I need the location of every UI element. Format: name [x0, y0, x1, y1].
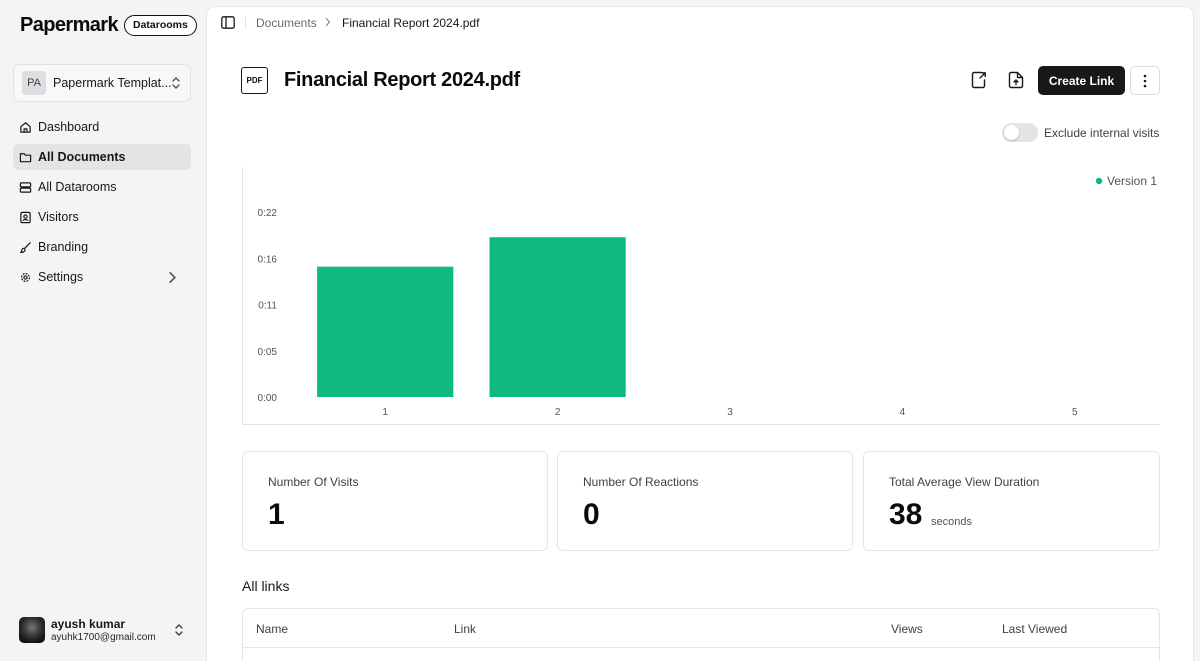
create-link-button[interactable]: Create Link: [1038, 66, 1125, 95]
view-duration-chart: 0:00 0:05 0:11 0:16 0:22 1 2 3 4 5 Version 1: [242, 167, 1160, 425]
more-vertical-icon: [1143, 74, 1147, 87]
bar-2: [489, 237, 626, 397]
legend-label: Version 1: [1107, 174, 1157, 188]
stat-label: Number Of Visits: [268, 475, 359, 489]
toggle-knob: [1004, 125, 1019, 140]
team-avatar: PA: [22, 71, 46, 95]
stat-label: Total Average View Duration: [889, 475, 1040, 489]
bar-1: [317, 266, 454, 397]
topbar-divider: [245, 16, 246, 29]
chevron-right-icon: [169, 271, 177, 284]
stat-value: 38: [889, 498, 923, 531]
main-panel: Documents Financial Report 2024.pdf PDF …: [206, 6, 1194, 661]
breadcrumb-documents[interactable]: Documents: [256, 16, 317, 30]
sidebar-item-visitors[interactable]: Visitors: [13, 204, 191, 230]
column-header-name[interactable]: Name: [256, 622, 289, 636]
user-menu[interactable]: ayush kumar ayuhk1700@gmail.com: [19, 616, 189, 644]
stat-card-reactions: Number Of Reactions 0: [557, 451, 853, 551]
chart-svg: 0:00 0:05 0:11 0:16 0:22 1 2 3 4 5 Version 1: [258, 174, 1158, 418]
stat-unit: seconds: [931, 516, 972, 528]
stat-card-visits: Number Of Visits 1: [242, 451, 548, 551]
x-tick-label: 1: [382, 407, 388, 418]
stat-card-duration: Total Average View Duration 38 seconds: [863, 451, 1160, 551]
table-header-divider: [243, 647, 1159, 648]
pdf-file-icon: PDF: [241, 67, 268, 94]
brand-logo[interactable]: Papermark: [20, 14, 119, 36]
brush-icon: [20, 241, 31, 253]
sidebar-nav: Dashboard All Documents All Datarooms Vi…: [13, 114, 191, 294]
datarooms-badge: Datarooms: [124, 15, 197, 36]
sidebar: Papermark Datarooms PA Papermark Templat…: [0, 0, 206, 661]
y-tick-label: 0:16: [258, 254, 278, 265]
sidebar-item-label: All Documents: [38, 150, 126, 164]
legend-marker: [1095, 177, 1103, 185]
chevron-up-down-icon: [172, 77, 180, 89]
all-links-heading: All links: [242, 578, 290, 594]
exclude-internal-label: Exclude internal visits: [1044, 126, 1160, 140]
avatar: [19, 617, 45, 643]
y-tick-label: 0:00: [258, 393, 278, 404]
folder-icon: [19, 152, 32, 162]
page-title[interactable]: Financial Report 2024.pdf: [284, 69, 520, 91]
user-name: ayush kumar: [51, 616, 126, 631]
x-tick-label: 4: [900, 407, 906, 418]
file-upload-icon[interactable]: [1008, 71, 1024, 89]
chevron-up-down-icon: [175, 624, 183, 636]
y-tick-label: 0:11: [258, 301, 277, 312]
home-icon: [20, 121, 31, 133]
topbar: Documents Financial Report 2024.pdf: [207, 7, 1193, 39]
contact-icon: [20, 211, 31, 223]
sidebar-item-label: Branding: [38, 240, 89, 254]
stat-value: 1: [268, 498, 285, 531]
team-name: Papermark Templat...: [53, 76, 171, 90]
team-switcher[interactable]: PA Papermark Templat...: [13, 64, 191, 102]
stat-label: Number Of Reactions: [583, 475, 699, 489]
chevron-right-icon: [325, 17, 331, 27]
sidebar-item-label: Settings: [38, 270, 84, 284]
file-export-icon[interactable]: [971, 71, 987, 89]
sidebar-item-all-documents[interactable]: All Documents: [13, 144, 191, 170]
sidebar-item-settings[interactable]: Settings: [13, 264, 191, 290]
column-header-views[interactable]: Views: [891, 622, 923, 636]
more-options-button[interactable]: [1130, 66, 1160, 95]
server-icon: [19, 181, 32, 193]
sidebar-item-dashboard[interactable]: Dashboard: [13, 114, 191, 140]
column-header-link[interactable]: Link: [454, 622, 477, 636]
sidebar-item-branding[interactable]: Branding: [13, 234, 191, 260]
x-tick-label: 3: [727, 407, 733, 418]
sidebar-item-label: Dashboard: [38, 120, 100, 134]
links-table: Name Link Views Last Viewed: [242, 608, 1160, 661]
gear-icon: [20, 272, 31, 282]
user-email: ayuhk1700@gmail.com: [51, 631, 156, 643]
sidebar-item-all-datarooms[interactable]: All Datarooms: [13, 174, 191, 200]
sidebar-item-label: Visitors: [38, 210, 79, 224]
column-header-last-viewed[interactable]: Last Viewed: [1002, 622, 1068, 636]
y-tick-label: 0:22: [258, 208, 278, 219]
stat-value: 0: [583, 498, 600, 531]
sidebar-item-label: All Datarooms: [38, 180, 117, 194]
x-tick-label: 5: [1072, 407, 1078, 418]
x-tick-label: 2: [555, 407, 561, 418]
sidebar-toggle-icon[interactable]: [221, 16, 235, 29]
breadcrumb-current: Financial Report 2024.pdf: [342, 16, 480, 30]
exclude-internal-toggle[interactable]: [1002, 123, 1038, 142]
y-tick-label: 0:05: [258, 347, 278, 358]
